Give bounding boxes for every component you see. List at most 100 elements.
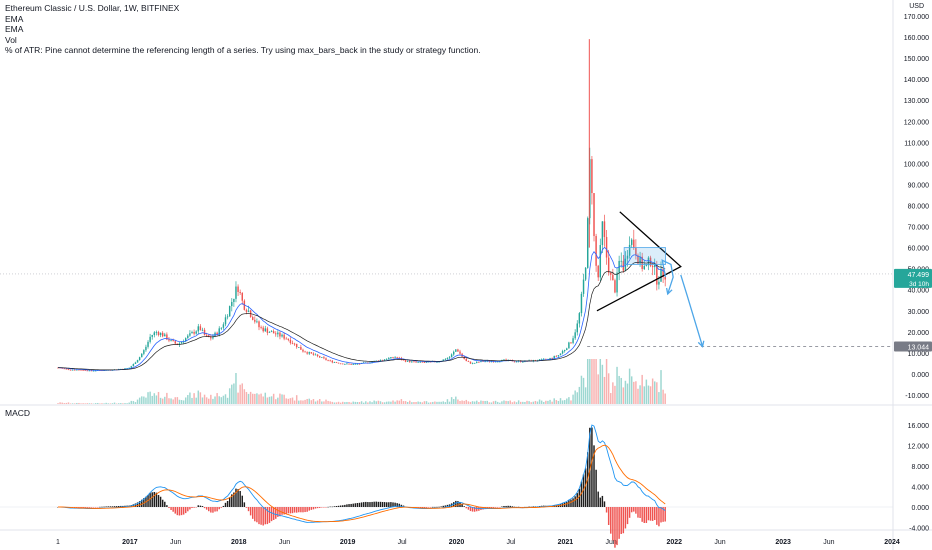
volume-bar bbox=[151, 395, 153, 404]
candle-body bbox=[499, 361, 501, 363]
indicator-vol: Vol bbox=[5, 34, 17, 45]
volume-bar bbox=[249, 391, 252, 404]
volume-bar bbox=[283, 394, 285, 404]
candle-body bbox=[147, 341, 149, 347]
volume-bar bbox=[220, 397, 223, 404]
candle-body bbox=[413, 361, 415, 363]
time-axis-tick: 2018 bbox=[231, 539, 247, 546]
volume-bar bbox=[628, 368, 631, 404]
candle-body bbox=[392, 357, 394, 358]
candle-body bbox=[235, 286, 237, 299]
candle-body bbox=[545, 358, 547, 360]
macd-histogram-bar bbox=[432, 506, 434, 508]
volume-bar bbox=[400, 399, 403, 404]
macd-histogram-bar bbox=[626, 507, 629, 525]
volume-bar bbox=[74, 403, 76, 404]
price-axis-tick: 130.000 bbox=[904, 98, 929, 105]
volume-bar bbox=[65, 402, 68, 404]
volume-bar bbox=[570, 400, 572, 404]
volume-bar bbox=[141, 396, 143, 404]
volume-bar bbox=[452, 399, 455, 404]
volume-bar bbox=[519, 401, 522, 404]
candle-body bbox=[325, 358, 327, 360]
volume-bar bbox=[182, 400, 185, 404]
macd-histogram-bar bbox=[534, 506, 537, 507]
volume-bar bbox=[333, 402, 336, 404]
candle-body bbox=[419, 361, 421, 363]
volume-bar bbox=[258, 394, 260, 404]
macd-histogram-bar bbox=[576, 493, 578, 507]
candle-body bbox=[90, 370, 93, 372]
candle-body bbox=[383, 359, 386, 361]
volume-bar bbox=[245, 391, 248, 404]
macd-histogram-bar bbox=[247, 507, 250, 512]
volume-bar bbox=[566, 398, 568, 404]
candle-body bbox=[71, 369, 74, 371]
macd-histogram-bar bbox=[113, 506, 116, 507]
macd-histogram-bar bbox=[195, 507, 197, 508]
volume-bar bbox=[511, 402, 514, 404]
volume-bar bbox=[103, 403, 105, 404]
candle-body bbox=[293, 343, 296, 345]
volume-bar bbox=[409, 400, 411, 404]
candle-body bbox=[149, 336, 151, 342]
macd-histogram-bar bbox=[231, 494, 233, 507]
volume-bar bbox=[300, 400, 302, 404]
macd-histogram-bar bbox=[429, 507, 432, 508]
volume-bar bbox=[524, 401, 526, 404]
macd-histogram-bar bbox=[651, 507, 654, 521]
candle-body bbox=[344, 363, 346, 365]
macd-histogram-bar bbox=[262, 507, 264, 526]
candle-body bbox=[484, 361, 486, 363]
volume-bar bbox=[593, 359, 595, 404]
macd-histogram-bar bbox=[325, 507, 327, 508]
volume-bar bbox=[515, 402, 518, 404]
volume-bar bbox=[411, 402, 413, 404]
candle-body bbox=[145, 346, 147, 351]
volume-bar bbox=[222, 395, 225, 404]
volume-bar bbox=[651, 378, 654, 404]
candle-body bbox=[243, 300, 246, 310]
volume-bar bbox=[210, 394, 212, 404]
currency-label: USD bbox=[909, 3, 924, 10]
macd-histogram-bar bbox=[78, 507, 80, 508]
volume-bar bbox=[344, 402, 346, 404]
volume-bar bbox=[241, 383, 243, 404]
volume-bar bbox=[342, 401, 344, 404]
macd-histogram-bar bbox=[578, 488, 581, 507]
candle-body bbox=[438, 361, 440, 363]
macd-histogram-bar bbox=[254, 507, 256, 522]
volume-bar bbox=[381, 402, 384, 404]
macd-histogram-bar bbox=[492, 507, 495, 508]
candle-body bbox=[63, 368, 66, 370]
volume-bar bbox=[237, 392, 239, 404]
macd-histogram-bar bbox=[505, 505, 507, 507]
macd-histogram-bar bbox=[610, 507, 612, 534]
indicator-ema-1: EMA bbox=[5, 13, 24, 24]
macd-histogram-bar bbox=[350, 503, 352, 507]
macd-histogram-bar bbox=[226, 501, 229, 507]
macd-histogram-bar bbox=[377, 501, 380, 507]
macd-histogram-bar bbox=[138, 501, 141, 507]
consolidation-box-drawing bbox=[623, 247, 666, 265]
macd-histogram-bar bbox=[499, 507, 501, 508]
short-term-arrow bbox=[661, 259, 674, 295]
candle-body bbox=[350, 364, 352, 365]
volume-bar bbox=[446, 399, 449, 404]
candle-body bbox=[251, 317, 254, 320]
candle-body bbox=[388, 358, 390, 360]
macd-histogram-bar bbox=[281, 507, 283, 515]
volume-bar bbox=[499, 402, 501, 404]
candle-body bbox=[298, 347, 300, 348]
macd-histogram-bar bbox=[427, 507, 430, 508]
volume-bar bbox=[193, 393, 195, 404]
candle-body bbox=[289, 339, 292, 344]
macd-histogram-bar bbox=[603, 501, 606, 507]
price-axis-tick: 120.000 bbox=[904, 119, 929, 126]
candle-body bbox=[264, 328, 267, 332]
candle-body bbox=[601, 221, 604, 246]
candle-body bbox=[228, 306, 231, 317]
candle-body bbox=[128, 367, 130, 369]
candle-body bbox=[459, 351, 461, 354]
